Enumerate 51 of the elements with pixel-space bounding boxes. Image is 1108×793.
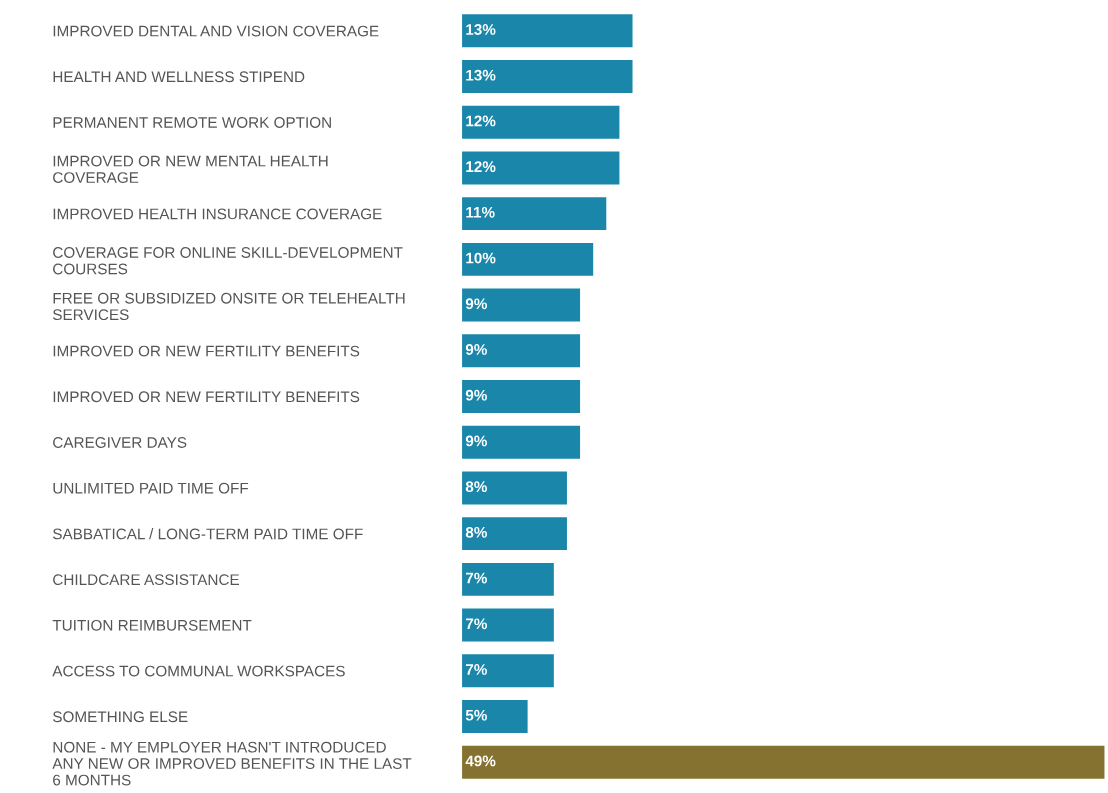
bar: [462, 105, 620, 139]
data-label: 7%: [465, 618, 487, 630]
y-tick-label: CHILDCARE ASSISTANCE: [53, 574, 240, 586]
data-label: 11%: [466, 206, 495, 218]
data-label: 9%: [465, 389, 487, 401]
y-tick-label: COVERAGE FOR ONLINE SKILL-DEVELOPMENT COURSES: [53, 247, 403, 275]
data-label: 12%: [466, 161, 496, 172]
y-tick-label: UNLIMITED PAID TIME OFF: [53, 482, 249, 494]
data-label: 10%: [466, 252, 496, 264]
data-label: 9%: [465, 298, 487, 310]
y-tick-label: PERMANENT REMOTE WORK OPTION: [53, 117, 331, 128]
y-tick-label: HEALTH AND WELLNESS STIPEND: [53, 71, 305, 83]
data-label: 7%: [465, 664, 487, 675]
data-label: 13%: [466, 24, 496, 35]
data-label: 8%: [465, 481, 487, 493]
y-tick-label: CAREGIVER DAYS: [53, 437, 187, 448]
bar: [462, 425, 581, 459]
bar: [462, 14, 633, 48]
data-label: 9%: [465, 344, 487, 355]
bar: [462, 242, 594, 276]
bar: [462, 60, 633, 93]
y-tick-label: SABBATICAL / LONG-TERM PAID TIME OFF: [53, 528, 363, 540]
data-label: 5%: [465, 709, 487, 721]
bar: [462, 745, 1105, 779]
y-tick-label: NONE - MY EMPLOYER HASN'T INTRODUCED ANY NEW OR IMPROVED BENEFITS IN THE LAST 6 MONTHS: [52, 741, 412, 786]
bar: [462, 654, 554, 688]
bar: [462, 197, 607, 231]
data-label: 49%: [465, 755, 496, 767]
y-tick-label: TUITION REIMBURSEMENT: [52, 619, 252, 631]
y-tick-label: IMPROVED HEALTH INSURANCE COVERAGE: [53, 208, 382, 220]
bar: [462, 517, 567, 551]
y-tick-label: IMPROVED OR NEW MENTAL HEALTH COVERAGE: [53, 155, 328, 183]
y-tick-label: IMPROVED DENTAL AND VISION COVERAGE: [53, 25, 379, 37]
bar: [462, 334, 581, 368]
bar: [462, 562, 554, 596]
y-tick-label: FREE OR SUBSIDIZED ONSITE OR TELEHEALTH SERVICES: [53, 292, 405, 321]
y-tick-label: IMPROVED OR NEW FERTILITY BENEFITS: [53, 345, 360, 357]
y-tick-label: SOMETHING ELSE: [53, 711, 188, 723]
data-label: 8%: [465, 526, 487, 538]
bar: [462, 151, 620, 185]
bar: [462, 471, 567, 505]
bar: [462, 380, 581, 413]
y-tick-label: IMPROVED OR NEW FERTILITY BENEFITS: [53, 391, 360, 403]
bar: [462, 608, 554, 642]
data-label: 9%: [465, 435, 487, 447]
y-tick-label: ACCESS TO COMMUNAL WORKSPACES: [52, 665, 345, 677]
data-label: 7%: [465, 572, 487, 584]
bar: [462, 288, 581, 322]
bar: [462, 700, 528, 733]
data-label: 12%: [466, 115, 496, 127]
data-label: 13%: [466, 69, 496, 81]
